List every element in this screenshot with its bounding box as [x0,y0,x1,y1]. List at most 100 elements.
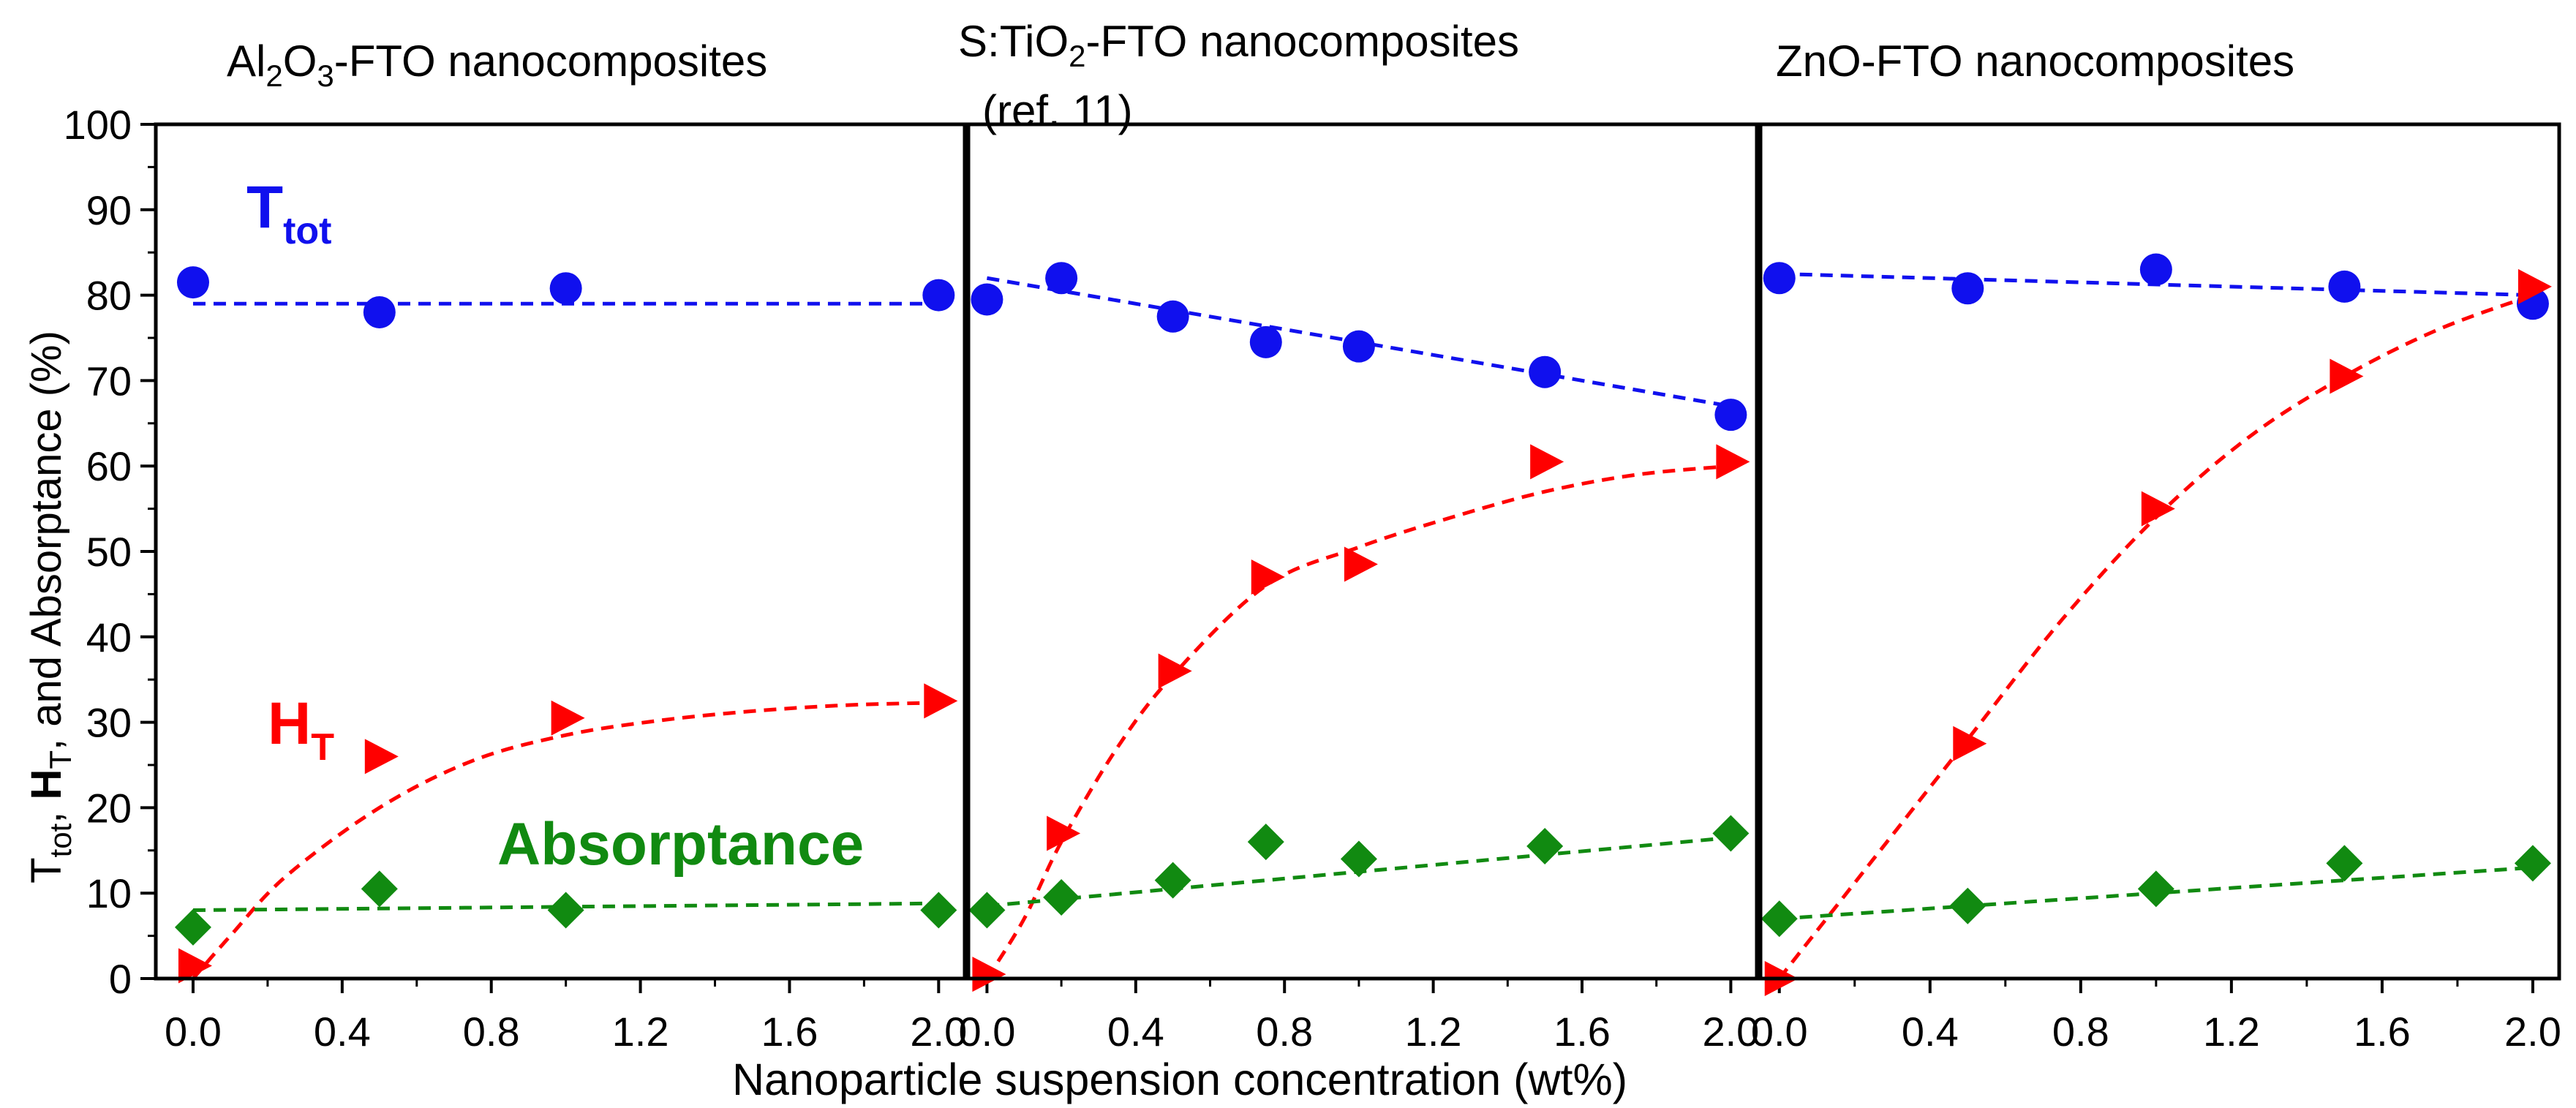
panel-frame-3 [1758,122,2561,981]
marker-ttot [2328,270,2361,303]
x-tick-label: 2.0 [1702,1009,1759,1055]
marker-ttot [1156,300,1189,333]
y-tick-label: 70 [86,358,132,404]
y-axis-label-part: T [23,857,70,883]
panel-frame-2 [966,122,1759,981]
marker-ht [1158,653,1192,689]
marker-absorptance [2514,845,2551,882]
y-axis-label-part: tot [43,823,78,857]
panel-title-part: 2 [265,59,282,93]
marker-absorptance [1340,840,1377,878]
marker-absorptance [968,892,1006,929]
marker-ht [1344,546,1378,582]
panel-title-ref: (ref. 11) [982,86,1133,135]
x-tick-label: 2.0 [2504,1009,2561,1055]
annotation-part: T [246,174,283,241]
marker-absorptance [920,892,957,929]
y-tick-label: 90 [86,187,132,233]
marker-absorptance [2137,870,2174,908]
marker-absorptance [547,892,584,929]
panel-title-part: Al [227,37,265,86]
panel-title-part: O [283,37,317,86]
x-tick-label: 1.2 [612,1009,669,1055]
x-tick-label: 1.6 [2354,1009,2411,1055]
marker-ht [551,700,585,736]
y-tick-label: 10 [86,870,132,916]
marker-ttot [549,272,582,305]
marker-ht [2517,268,2552,304]
y-tick-label: 30 [86,700,132,746]
marker-absorptance [1043,879,1080,916]
y-tick-label: 20 [86,785,132,831]
fit-line-ht [192,701,939,979]
annotation-ht: HT [268,690,334,769]
marker-absorptance [1526,827,1564,864]
x-tick-label: 0.4 [1902,1009,1959,1055]
panel-title-part: -FTO nanocomposites [334,37,767,86]
x-tick-label: 0.8 [463,1009,520,1055]
y-axis: 0 10 20 30 40 50 60 70 80 90 100 [64,102,156,1002]
marker-absorptance [1712,815,1750,852]
annotation-absorptance: Absorptance [497,811,864,878]
y-axis-label: Ttot, HT, and Absorptance (%) [23,331,78,883]
x-tick-label: 1.2 [1405,1009,1462,1055]
marker-ttot [176,266,209,299]
y-axis-label-part: H [23,769,70,800]
panel-title-part: 2 [1069,39,1085,73]
marker-ttot [1342,330,1375,363]
x-tick-label: 1.6 [761,1009,818,1055]
marker-ttot [363,295,396,328]
panel-frame-1 [154,122,967,981]
y-axis-label-part: , and Absorptance (%) [23,331,70,750]
y-axis-label-part: , [23,800,70,824]
marker-ttot [922,279,955,312]
marker-ttot [1714,399,1747,431]
y-tick-label: 100 [64,102,132,148]
marker-ht [924,683,958,719]
x-tick-label: 1.6 [1553,1009,1611,1055]
x-tick-label: 0.8 [1256,1009,1313,1055]
fit-line-ht [985,464,1731,979]
marker-absorptance [2326,845,2363,882]
panel-title-part: -FTO nanocomposites [1085,17,1518,66]
annotation-part: T [311,726,334,769]
marker-ht [972,957,1006,992]
annotation-part: tot [283,210,331,252]
marker-ht [2141,491,2175,527]
x-tick-label: 0.4 [314,1009,371,1055]
y-tick-label: 40 [86,614,132,660]
marker-ttot [971,283,1003,316]
panel-title-al2o3: Al2O3-FTO nanocomposites [227,37,767,93]
panel-title-stio2: S:TiO2-FTO nanocomposites [958,17,1519,73]
marker-ttot [1529,355,1562,388]
marker-ht [178,948,212,984]
x-tick-label: 0.4 [1107,1009,1164,1055]
marker-absorptance [1760,900,1798,938]
marker-ttot [1249,325,1282,358]
x-tick-label: 2.0 [910,1009,967,1055]
marker-ttot [2139,253,2172,286]
marker-ttot [1951,272,1984,305]
marker-ht [364,739,399,775]
x-axis-label: Nanoparticle suspension concentration (w… [732,1055,1627,1104]
x-tick-label: 0.0 [1751,1009,1808,1055]
panel-title-part: 3 [317,59,334,93]
x-axes: 0.0 0.4 0.8 1.2 1.6 2.00.0 0.4 0.8 1.2 1.6 2.00.0 0… [165,979,2561,1055]
marker-ttot [1045,262,1078,295]
x-tick-label: 0.0 [958,1009,1015,1055]
y-tick-label: 60 [86,443,132,489]
y-tick-label: 80 [86,273,132,319]
y-tick-label: 0 [109,956,132,1002]
y-axis-label-part: T [43,750,78,769]
marker-absorptance [1247,824,1284,861]
marker-ht [1251,559,1285,595]
x-tick-label: 0.0 [165,1009,222,1055]
marker-ttot [1763,262,1796,295]
marker-absorptance [361,870,398,908]
marker-ht [2330,358,2364,394]
panel-title-part: S:TiO [958,17,1069,66]
marker-absorptance [1949,887,1986,924]
marker-ht [1530,444,1564,480]
x-tick-label: 0.8 [2052,1009,2109,1055]
